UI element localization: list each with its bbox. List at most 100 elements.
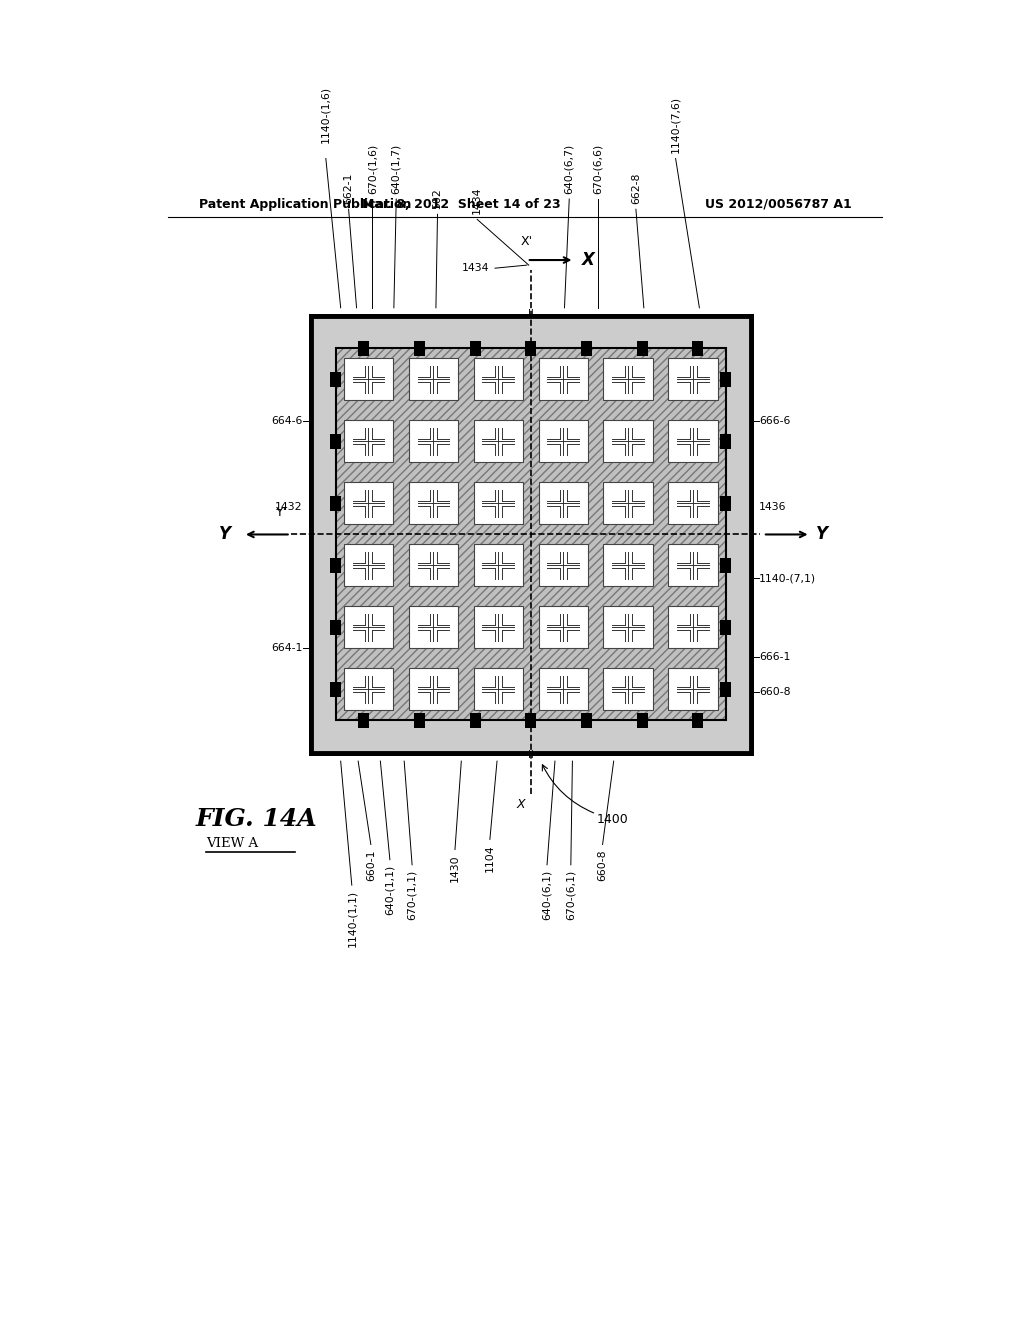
Bar: [336, 348, 726, 721]
Bar: [344, 482, 393, 524]
Text: X: X: [583, 251, 595, 269]
Bar: [539, 421, 588, 462]
Bar: [470, 342, 480, 355]
Bar: [539, 668, 588, 710]
Bar: [669, 668, 718, 710]
Bar: [336, 348, 726, 721]
Bar: [331, 620, 341, 635]
Bar: [344, 606, 393, 648]
Text: Y: Y: [816, 525, 828, 544]
Text: 664-6: 664-6: [271, 416, 303, 426]
Bar: [603, 606, 653, 648]
Bar: [603, 544, 653, 586]
Text: 666-6: 666-6: [759, 416, 791, 426]
Bar: [414, 342, 425, 355]
Bar: [669, 544, 718, 586]
Bar: [637, 713, 647, 727]
Bar: [344, 544, 393, 586]
Bar: [474, 668, 523, 710]
Bar: [539, 606, 588, 648]
Text: US 2012/0056787 A1: US 2012/0056787 A1: [706, 198, 852, 211]
Text: 670-(1,6): 670-(1,6): [368, 144, 378, 194]
Bar: [720, 682, 731, 697]
Text: 1436: 1436: [759, 502, 786, 512]
Text: 1434: 1434: [472, 187, 482, 214]
Text: 666-1: 666-1: [759, 652, 791, 661]
Bar: [539, 544, 588, 586]
Bar: [720, 558, 731, 573]
Bar: [474, 606, 523, 648]
Bar: [414, 713, 425, 727]
Bar: [669, 606, 718, 648]
Text: 662-1: 662-1: [344, 173, 353, 205]
Text: 1140-(7,1): 1140-(7,1): [759, 573, 816, 583]
Bar: [720, 372, 731, 387]
Bar: [409, 421, 458, 462]
Bar: [331, 434, 341, 449]
Bar: [692, 342, 703, 355]
Bar: [603, 359, 653, 400]
Text: X: X: [517, 797, 525, 810]
Bar: [581, 713, 592, 727]
Text: 1140-(1,1): 1140-(1,1): [347, 890, 356, 948]
Bar: [344, 421, 393, 462]
Text: FIG. 14A: FIG. 14A: [196, 807, 317, 832]
Text: Y': Y': [275, 507, 287, 519]
Bar: [336, 348, 726, 721]
Bar: [310, 315, 751, 752]
Text: Mar. 8, 2012  Sheet 14 of 23: Mar. 8, 2012 Sheet 14 of 23: [362, 198, 560, 211]
Text: 670-(6,1): 670-(6,1): [566, 870, 575, 920]
Bar: [720, 434, 731, 449]
Text: X': X': [521, 235, 532, 248]
Bar: [603, 482, 653, 524]
Text: 640-(6,7): 640-(6,7): [564, 144, 574, 194]
Bar: [409, 359, 458, 400]
Bar: [409, 482, 458, 524]
Bar: [331, 682, 341, 697]
Bar: [669, 421, 718, 462]
Text: 660-8: 660-8: [759, 686, 791, 697]
Text: Y: Y: [219, 525, 231, 544]
Bar: [474, 421, 523, 462]
Text: 1434: 1434: [462, 263, 489, 273]
Bar: [603, 668, 653, 710]
Text: 1430: 1430: [450, 854, 460, 882]
Bar: [669, 359, 718, 400]
Bar: [474, 544, 523, 586]
Text: 1104: 1104: [485, 845, 495, 873]
Bar: [331, 558, 341, 573]
Text: 660-8: 660-8: [598, 850, 607, 880]
Text: 660-1: 660-1: [366, 850, 376, 880]
Bar: [331, 496, 341, 511]
Bar: [358, 713, 370, 727]
Bar: [720, 620, 731, 635]
Text: 670-(1,1): 670-(1,1): [408, 870, 417, 920]
Text: 1432: 1432: [275, 502, 303, 512]
Bar: [539, 482, 588, 524]
Bar: [525, 342, 537, 355]
Bar: [310, 315, 751, 752]
Bar: [409, 544, 458, 586]
Bar: [358, 342, 370, 355]
Text: 662-8: 662-8: [631, 173, 641, 205]
Bar: [331, 372, 341, 387]
Text: 502: 502: [432, 189, 442, 210]
Bar: [539, 359, 588, 400]
Bar: [692, 713, 703, 727]
Text: 640-(1,1): 640-(1,1): [385, 865, 395, 915]
Bar: [310, 315, 751, 752]
Text: I​I: I​I: [528, 750, 534, 760]
Bar: [409, 668, 458, 710]
Text: 640-(1,7): 640-(1,7): [391, 144, 401, 194]
Text: 664-1: 664-1: [271, 643, 303, 653]
Bar: [720, 496, 731, 511]
Bar: [637, 342, 647, 355]
Text: 1400: 1400: [596, 813, 628, 825]
Text: VIEW A: VIEW A: [206, 837, 258, 850]
Text: Patent Application Publication: Patent Application Publication: [200, 198, 412, 211]
Bar: [336, 348, 726, 721]
Bar: [470, 713, 480, 727]
Bar: [581, 342, 592, 355]
Text: 640-(6,1): 640-(6,1): [542, 870, 552, 920]
Bar: [474, 482, 523, 524]
